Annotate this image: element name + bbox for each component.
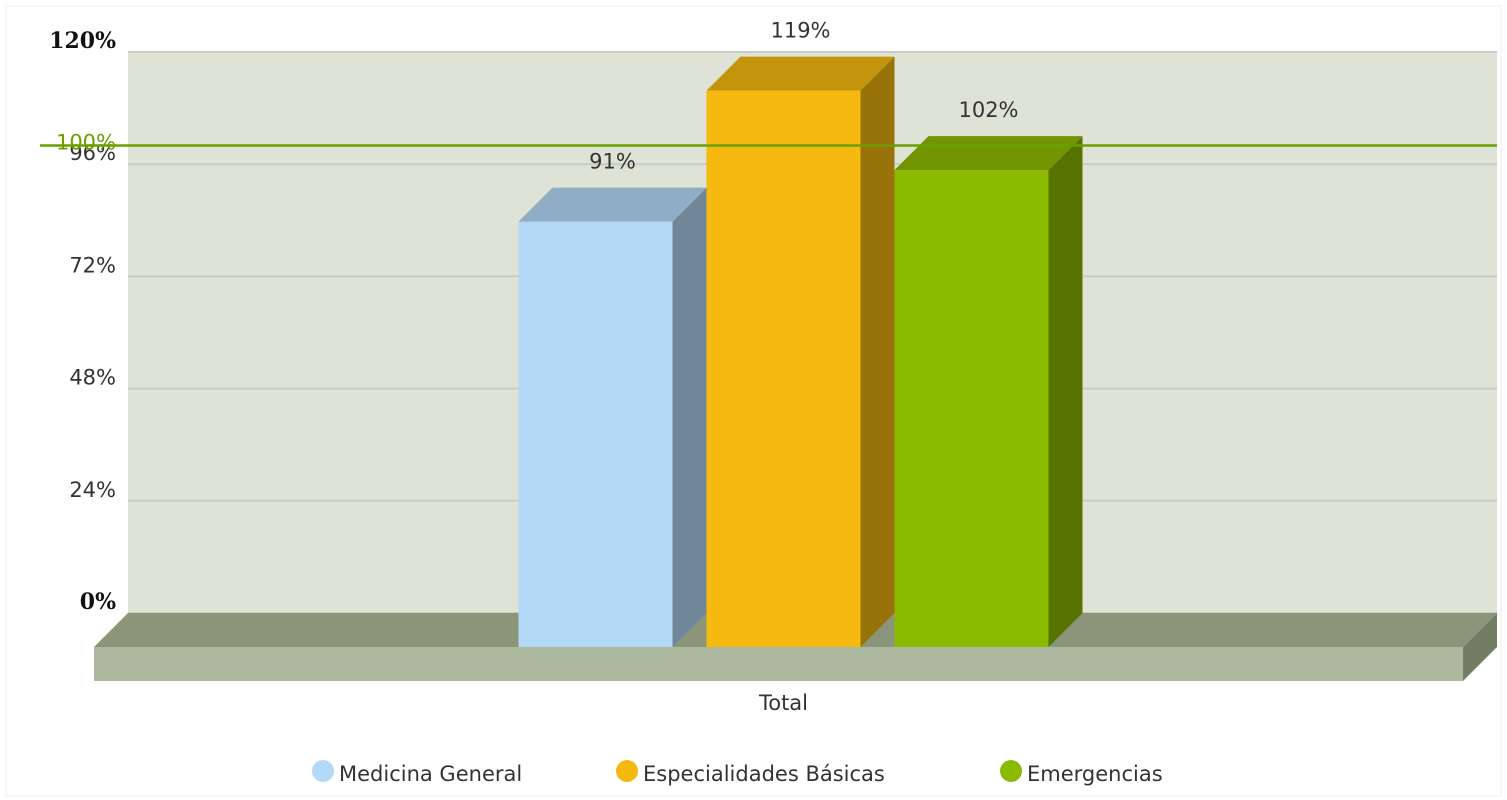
legend-marker: [616, 760, 638, 782]
y-tick-label: 120%: [49, 28, 116, 54]
bar-top: [518, 187, 707, 222]
bar-side: [860, 56, 895, 648]
trend-label: 100%: [56, 131, 116, 155]
legend-label: Especialidades Básicas: [643, 762, 885, 786]
data-label: 91%: [589, 150, 636, 174]
floor-front: [94, 647, 1463, 681]
y-tick-label: 48%: [69, 366, 116, 390]
bar: [706, 90, 861, 648]
bar: [518, 221, 673, 647]
legend-marker: [312, 760, 334, 782]
y-tick-label: 0%: [80, 589, 116, 615]
data-label: 119%: [770, 19, 830, 43]
legend-marker: [1000, 760, 1022, 782]
bar-side: [1048, 136, 1083, 647]
data-label: 102%: [958, 98, 1018, 122]
bar-top: [706, 56, 895, 91]
y-tick-label: 72%: [69, 253, 116, 277]
legend-label: Medicina General: [339, 762, 522, 786]
bar: [894, 170, 1049, 647]
x-tick-label: Total: [758, 691, 808, 715]
legend-label: Emergencias: [1027, 762, 1163, 786]
bar-side: [672, 187, 707, 647]
y-tick-label: 24%: [69, 478, 116, 502]
floor-side: [1463, 613, 1497, 681]
